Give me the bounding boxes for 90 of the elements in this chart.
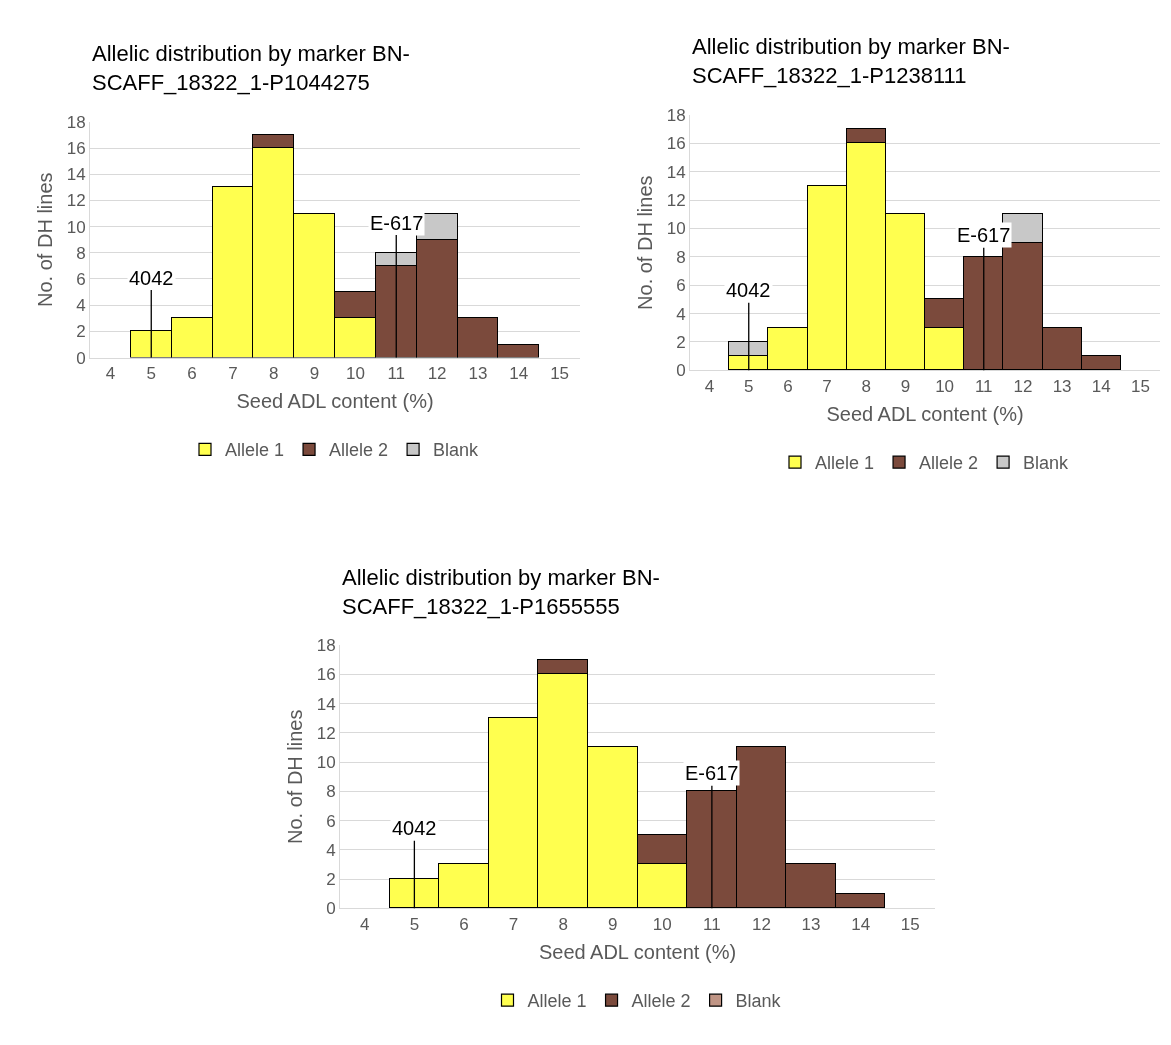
x-tick-label: 11 xyxy=(387,363,406,383)
x-tick-label: 11 xyxy=(703,914,721,934)
y-tick-label: 8 xyxy=(76,243,86,263)
y-tick-label: 18 xyxy=(316,636,336,656)
annotation: E-617 xyxy=(370,212,424,234)
y-tick-label: 4 xyxy=(76,296,86,316)
annotation: 4042 xyxy=(726,279,771,301)
legend-label: Allele 1 xyxy=(225,440,285,461)
x-tick-label: 9 xyxy=(309,363,320,383)
legend-label: Blank xyxy=(735,991,782,1012)
x-tick-label: 7 xyxy=(228,363,238,383)
y-tick-label: 16 xyxy=(316,665,336,685)
x-axis-title: Seed ADL content (%) xyxy=(236,390,434,413)
x-tick-label: 5 xyxy=(744,376,754,396)
x-tick-label: 5 xyxy=(146,363,156,383)
x-tick-label: 10 xyxy=(652,914,672,934)
x-tick-label: 5 xyxy=(409,914,420,934)
x-tick-label: 15 xyxy=(1130,376,1150,396)
x-tick-label: 6 xyxy=(187,363,197,383)
y-tick-label: 8 xyxy=(326,782,336,802)
legend-label: Allele 2 xyxy=(329,440,389,461)
y-tick-label: 16 xyxy=(66,139,86,159)
x-tick-label: 15 xyxy=(900,914,920,934)
annotation: E-617 xyxy=(957,224,1011,246)
x-tick-label: 8 xyxy=(269,363,279,383)
x-tick-label: 14 xyxy=(1091,376,1111,396)
y-tick-label: 6 xyxy=(76,269,86,289)
y-axis-title: No. of DH lines xyxy=(634,175,657,310)
x-tick-label: 8 xyxy=(558,914,568,934)
x-tick-label: 14 xyxy=(851,914,871,934)
y-tick-label: 2 xyxy=(676,332,686,352)
x-tick-label: 6 xyxy=(459,914,469,934)
x-tick-label: 6 xyxy=(783,376,793,396)
y-tick-label: 12 xyxy=(66,191,86,211)
chart-title: Allelic distribution by marker BN- SCAFF_18322_1-P1655555 xyxy=(342,565,660,619)
y-tick-label: 0 xyxy=(676,361,686,381)
y-axis-title: No. of DH lines xyxy=(34,172,57,307)
y-tick-label: 0 xyxy=(76,348,86,368)
x-tick-label: 10 xyxy=(345,363,365,383)
y-tick-label: 2 xyxy=(326,870,336,890)
legend-label: Allele 2 xyxy=(631,991,691,1012)
x-tick-label: 4 xyxy=(105,363,116,383)
y-tick-label: 18 xyxy=(66,112,86,132)
x-tick-label: 13 xyxy=(801,914,821,934)
x-tick-label: 14 xyxy=(509,363,529,383)
x-tick-label: 9 xyxy=(900,376,911,396)
chart-title: Allelic distribution by marker BN- SCAFF_18322_1-P1044275 xyxy=(92,41,410,95)
x-tick-label: 7 xyxy=(822,376,832,396)
y-tick-label: 14 xyxy=(666,162,686,182)
y-tick-label: 18 xyxy=(666,105,686,125)
x-tick-label: 4 xyxy=(704,376,715,396)
y-tick-label: 6 xyxy=(326,811,336,831)
x-tick-label: 4 xyxy=(360,914,370,934)
legend-label: Allele 1 xyxy=(815,453,875,474)
y-tick-label: 4 xyxy=(676,304,686,324)
chart-title: Allelic distribution by marker BN- SCAFF_18322_1-P1238111 xyxy=(692,34,1010,88)
y-tick-label: 6 xyxy=(676,276,686,296)
x-tick-label: 12 xyxy=(752,914,771,934)
legend-label: Blank xyxy=(1023,453,1070,474)
annotation: 4042 xyxy=(392,817,437,839)
x-tick-label: 15 xyxy=(550,363,570,383)
y-tick-label: 0 xyxy=(326,899,336,919)
x-tick-label: 11 xyxy=(974,376,993,396)
annotation: E-617 xyxy=(685,762,739,784)
x-tick-label: 12 xyxy=(427,363,447,383)
x-tick-label: 12 xyxy=(1013,376,1033,396)
x-tick-label: 7 xyxy=(508,914,519,934)
annotation: 4042 xyxy=(129,267,174,289)
x-axis-title: Seed ADL content (%) xyxy=(538,941,737,964)
x-tick-label: 9 xyxy=(607,914,618,934)
legend-label: Allele 1 xyxy=(527,991,587,1012)
y-tick-label: 10 xyxy=(66,217,86,237)
x-tick-label: 13 xyxy=(468,363,488,383)
y-tick-label: 14 xyxy=(66,165,86,185)
y-tick-label: 8 xyxy=(676,247,686,267)
legend-label: Blank xyxy=(433,440,480,461)
y-tick-label: 10 xyxy=(666,219,686,239)
y-tick-label: 16 xyxy=(666,134,686,154)
y-tick-label: 2 xyxy=(76,322,86,342)
x-axis-title: Seed ADL content (%) xyxy=(826,403,1024,426)
x-tick-label: 10 xyxy=(935,376,955,396)
x-tick-label: 8 xyxy=(861,376,871,396)
y-tick-label: 10 xyxy=(316,753,336,773)
y-tick-label: 14 xyxy=(316,694,336,714)
y-tick-label: 4 xyxy=(326,840,336,860)
y-axis-title: No. of DH lines xyxy=(284,709,307,845)
x-tick-label: 13 xyxy=(1052,376,1072,396)
legend-label: Allele 2 xyxy=(919,453,979,474)
y-tick-label: 12 xyxy=(666,191,686,211)
y-tick-label: 12 xyxy=(316,723,336,743)
